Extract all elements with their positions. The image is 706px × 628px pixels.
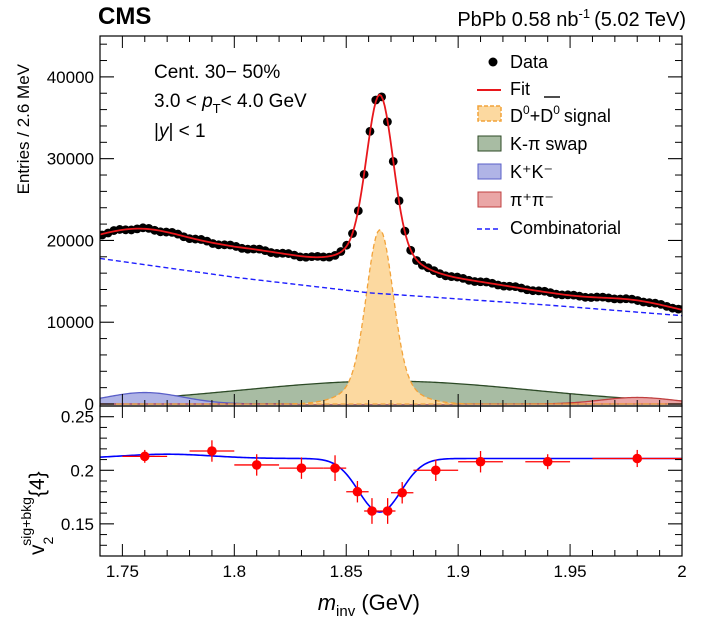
x-tick-label: 1.95 xyxy=(554,562,587,581)
legend-pipi-swatch xyxy=(477,191,502,208)
rapidity-prefix: | xyxy=(154,121,159,142)
x-tick-label: 1.85 xyxy=(330,562,363,581)
lumi-unit-exponent: -1 xyxy=(579,6,591,21)
pt-range-suffix: < 4.0 GeV xyxy=(221,91,307,112)
x-tick-label: 2 xyxy=(677,562,686,581)
cms-label: CMS xyxy=(98,3,151,30)
collision-energy: (5.02 TeV) xyxy=(594,9,686,31)
bottom-frame xyxy=(99,405,683,557)
rapidity-label: |y| < 1 xyxy=(154,121,206,142)
bottom-y-axis-title: v2sig+bkg{4} xyxy=(18,471,56,555)
signal-area xyxy=(100,229,682,405)
legend-kk-label: K⁺K⁻ xyxy=(510,162,553,182)
bottom-plot-area xyxy=(100,440,682,524)
x-tick-label: 1.75 xyxy=(106,562,139,581)
legend-swap-swatch xyxy=(477,135,502,152)
v2-point xyxy=(397,487,407,498)
v2-point xyxy=(139,451,150,462)
legend-swap-label: K-π swap xyxy=(510,134,587,154)
pt-symbol: p xyxy=(201,91,213,112)
v2-point xyxy=(330,463,340,473)
legend-kk-swatch xyxy=(477,163,502,180)
legend-signal-word: signal xyxy=(564,106,611,126)
centrality-label: Cent. 30− 50% xyxy=(154,62,280,83)
v2-point xyxy=(352,486,363,497)
v2-fit-line xyxy=(100,453,682,513)
v2-point xyxy=(207,446,217,456)
legend-signal-label: D0+D0 signal xyxy=(510,103,611,126)
v2-point xyxy=(430,465,441,476)
rapidity-symbol: y xyxy=(157,121,170,142)
legend-data-marker xyxy=(488,57,498,67)
top-y-tick-label: 10000 xyxy=(47,313,94,332)
top-y-tick-label: 20000 xyxy=(47,231,94,250)
fit-line xyxy=(100,93,682,311)
bottom-y-tick-label: 0.2 xyxy=(70,461,94,480)
v2-point xyxy=(475,456,486,467)
legend-signal-swatch xyxy=(477,105,502,122)
legend-comb-label: Combinatorial xyxy=(510,218,621,238)
v2-point xyxy=(296,463,307,473)
v2-point xyxy=(382,506,393,516)
v2-point xyxy=(542,456,553,467)
legend-fit-label: Fit xyxy=(510,79,530,99)
legend-pipi-label: π⁺π⁻ xyxy=(510,190,554,210)
x-tick-label: 1.9 xyxy=(446,562,470,581)
pt-subscript: T xyxy=(213,101,221,116)
legend: Data Fit D0+D0 signal K-π swap K⁺K⁻ π⁺π⁻ … xyxy=(477,52,621,238)
top-y-tick-label: 40000 xyxy=(47,68,94,87)
top-y-tick-label: 0 xyxy=(85,395,94,414)
collision-label: PbPb 0.58 nb-1 (5.02 TeV) xyxy=(457,6,686,31)
v2-panel: 1.75 1.8 1.85 1.9 1.95 2 0.15 0.2 0.25 xyxy=(61,406,687,581)
top-y-tick-label: 30000 xyxy=(47,150,94,169)
legend-data-label: Data xyxy=(510,52,549,72)
pt-range-prefix: 3.0 < xyxy=(154,91,202,112)
bottom-y-tick-label: 0.25 xyxy=(61,408,94,427)
bottom-y-tick-label: 0.15 xyxy=(61,515,94,534)
top-plot-area xyxy=(100,92,682,405)
combinatorial-line xyxy=(100,257,682,317)
rapidity-suffix: | < 1 xyxy=(168,121,205,142)
pt-range-label: 3.0 < pT< 4.0 GeV xyxy=(154,91,307,116)
x-tick-label: 1.8 xyxy=(222,562,246,581)
collision-system: PbPb 0.58 nb xyxy=(457,9,578,31)
v2-point xyxy=(367,506,377,516)
v2-point xyxy=(251,460,262,470)
x-axis-title: minv (GeV) xyxy=(318,590,420,620)
v2-point xyxy=(632,453,643,464)
top-y-axis-title: Entries / 2.6 MeV xyxy=(14,63,33,194)
